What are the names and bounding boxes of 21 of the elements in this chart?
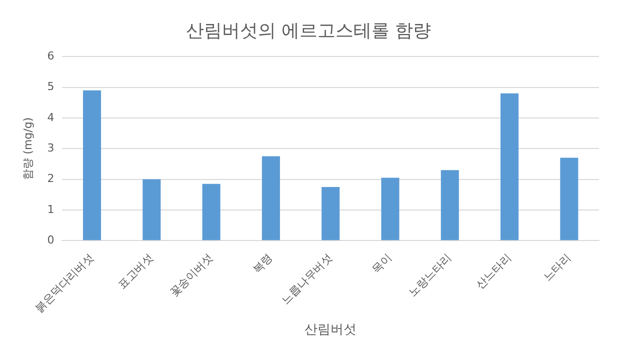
y-tick-label: 1 bbox=[47, 202, 54, 216]
y-tick-label: 3 bbox=[47, 141, 54, 154]
y-tick-label: 0 bbox=[47, 233, 54, 246]
x-axis-title: 산림버섯 bbox=[304, 322, 357, 338]
y-tick-label: 2 bbox=[47, 172, 54, 186]
chart-title: 산림버섯의 에르고스테롤 함량 bbox=[186, 20, 432, 42]
bar bbox=[262, 156, 280, 240]
bar bbox=[440, 170, 459, 240]
x-tick-label: 복령 bbox=[250, 251, 276, 276]
bar bbox=[322, 186, 340, 240]
y-tick-label: 4 bbox=[47, 110, 54, 124]
y-axis-title: 함량 (mg/g) bbox=[21, 117, 34, 180]
x-tick-label: 목이 bbox=[370, 251, 394, 276]
y-tick-label: 5 bbox=[47, 80, 54, 94]
y-tick-label: 6 bbox=[47, 49, 54, 62]
bar bbox=[560, 158, 578, 240]
bar bbox=[381, 178, 400, 240]
bar bbox=[142, 179, 161, 240]
bar bbox=[500, 93, 519, 240]
bar bbox=[83, 90, 102, 240]
bar bbox=[202, 184, 220, 240]
